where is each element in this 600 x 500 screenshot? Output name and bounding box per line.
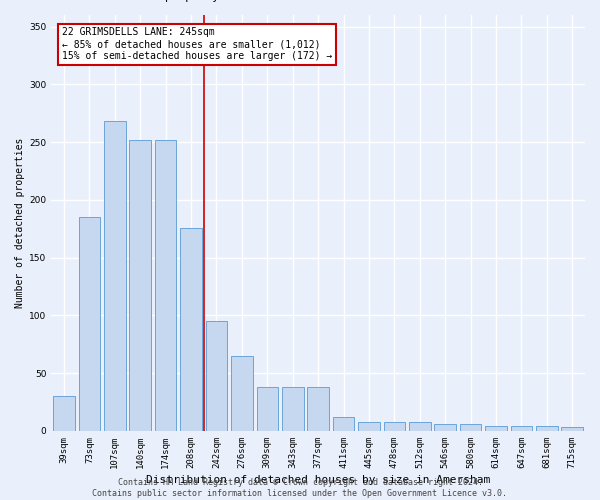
Bar: [53, 396, 75, 431]
Bar: [79, 217, 100, 431]
Y-axis label: Number of detached properties: Number of detached properties: [15, 138, 25, 308]
Bar: [333, 417, 355, 431]
Text: Size of property relative to detached houses in Amersham: Size of property relative to detached ho…: [111, 0, 489, 2]
Bar: [409, 422, 431, 431]
Bar: [460, 424, 481, 431]
Bar: [155, 140, 176, 431]
Bar: [257, 387, 278, 431]
Bar: [485, 426, 507, 431]
Bar: [231, 356, 253, 431]
Bar: [282, 387, 304, 431]
Bar: [206, 321, 227, 431]
Bar: [358, 422, 380, 431]
X-axis label: Distribution of detached houses by size in Amersham: Distribution of detached houses by size …: [146, 475, 490, 485]
Bar: [511, 426, 532, 431]
Bar: [383, 422, 405, 431]
Bar: [104, 122, 125, 431]
Bar: [180, 228, 202, 431]
Bar: [130, 140, 151, 431]
Bar: [536, 426, 557, 431]
Text: Contains HM Land Registry data © Crown copyright and database right 2024.
Contai: Contains HM Land Registry data © Crown c…: [92, 478, 508, 498]
Bar: [562, 428, 583, 431]
Bar: [307, 387, 329, 431]
Text: 22 GRIMSDELLS LANE: 245sqm
← 85% of detached houses are smaller (1,012)
15% of s: 22 GRIMSDELLS LANE: 245sqm ← 85% of deta…: [62, 28, 332, 60]
Bar: [434, 424, 456, 431]
